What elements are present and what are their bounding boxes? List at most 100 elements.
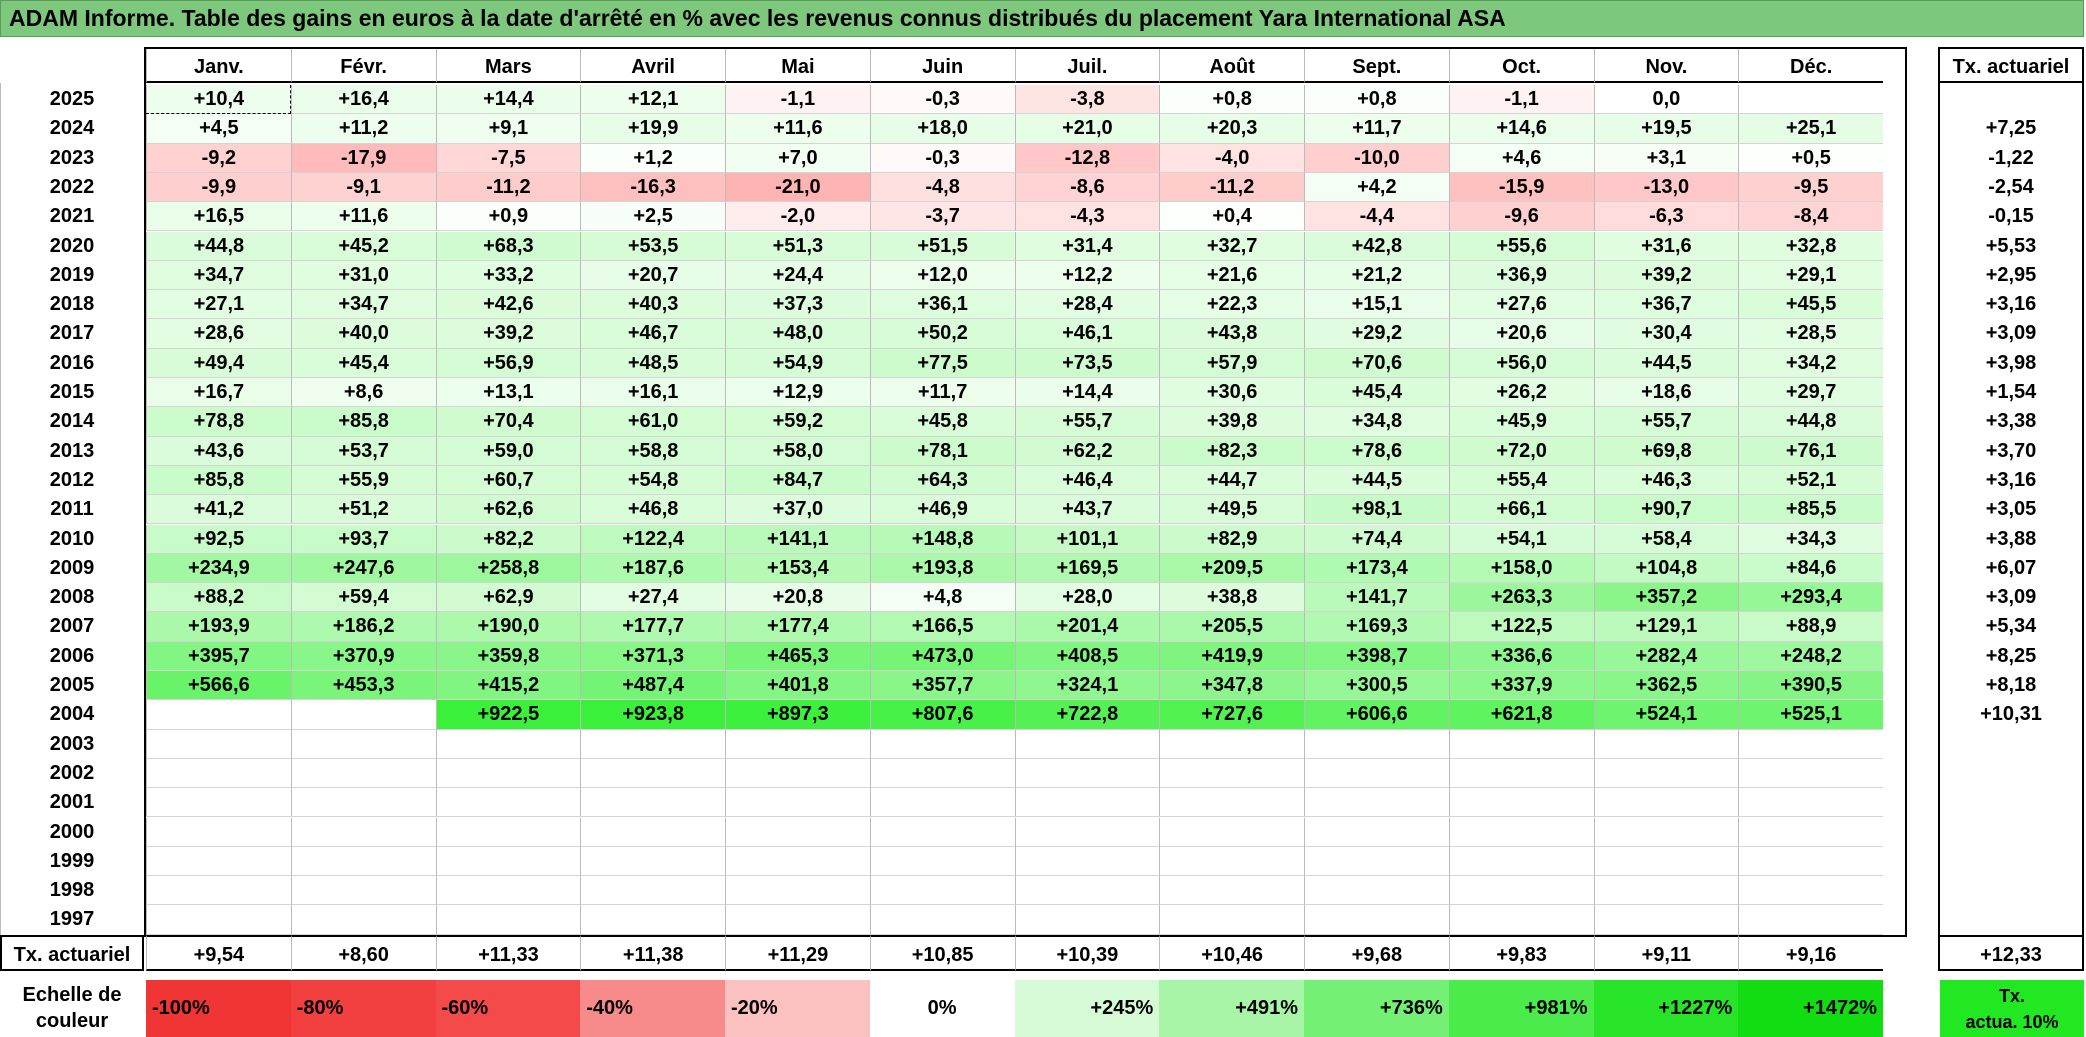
color-scale-swatch: +736%: [1304, 980, 1449, 1037]
year-label: 2021: [49, 205, 95, 228]
gain-cell: [725, 729, 870, 759]
gain-cell: +54,9: [725, 348, 870, 378]
gain-cell: [1159, 788, 1304, 818]
gain-cell: +566,6: [146, 671, 291, 701]
gain-cell: [580, 876, 725, 906]
gain-cell: [725, 905, 870, 935]
tx-cell: [1940, 847, 2082, 876]
gain-cell: +88,9: [1738, 612, 1883, 642]
gain-cell: +148,8: [869, 524, 1015, 554]
gain-cell: +62,2: [1014, 436, 1160, 466]
gain-cell: +34,7: [290, 290, 436, 320]
gain-cell: +24,4: [725, 260, 870, 291]
gain-cell: [580, 758, 725, 789]
gain-cell: +58,8: [580, 436, 725, 466]
gain-cell: +401,8: [725, 671, 870, 701]
gain-cell: +52,1: [1738, 465, 1883, 496]
year-label: 2005: [49, 674, 95, 696]
gain-cell: [435, 876, 581, 906]
gain-cell: [869, 729, 1015, 759]
year-label: 2020: [49, 234, 95, 257]
tx-cell: +5,53: [1985, 234, 2037, 257]
gain-cell: +8,6: [290, 378, 436, 408]
tx-cell: +3,16: [1985, 293, 2037, 316]
gain-cell: -1,1: [1448, 85, 1594, 115]
gain-cell: +101,1: [1014, 524, 1160, 554]
gain-cell: -9,5: [1738, 172, 1883, 203]
gain-cell: +85,8: [146, 465, 291, 496]
year-label: 2002: [49, 761, 95, 784]
footer-label: Tx. actuariel: [0, 935, 144, 971]
gain-cell: +84,7: [725, 465, 870, 496]
tx-cell: +6,07: [1985, 556, 2037, 579]
gain-cell: [1738, 905, 1883, 935]
gain-cell: [435, 817, 581, 847]
gain-cell: +31,6: [1593, 231, 1739, 261]
gain-cell: +50,2: [869, 319, 1015, 349]
gain-cell: [1593, 817, 1739, 847]
gain-cell: +82,2: [435, 524, 581, 554]
gain-cell: +248,2: [1738, 641, 1883, 671]
gain-cell: +807,6: [869, 700, 1015, 730]
gain-cell: [869, 876, 1015, 906]
month-header: Nov.: [1593, 47, 1739, 83]
gain-cell: [1593, 758, 1739, 789]
gain-cell: +59,2: [725, 407, 870, 437]
gain-cell: [869, 846, 1015, 877]
gain-cell: +16,5: [146, 202, 291, 232]
gain-cell: +129,1: [1593, 612, 1739, 642]
gain-cell: +122,5: [1448, 612, 1594, 642]
gain-cell: [146, 729, 291, 759]
gain-cell: [290, 729, 436, 759]
gain-cell: +29,1: [1738, 260, 1883, 291]
gain-cell: [1304, 729, 1449, 759]
gain-cell: +59,4: [290, 583, 436, 613]
gain-cell: +46,3: [1593, 465, 1739, 496]
gain-cell: [580, 729, 725, 759]
month-header: Oct.: [1448, 47, 1594, 83]
gain-cell: +7,0: [725, 143, 870, 173]
year-label: 2008: [49, 586, 95, 609]
gain-cell: [580, 905, 725, 935]
gain-cell: +34,8: [1304, 407, 1449, 437]
gain-cell: +359,8: [435, 641, 581, 671]
tx-cell: [1940, 788, 2082, 817]
gain-cell: +69,8: [1593, 436, 1739, 466]
gain-cell: +54,1: [1448, 524, 1594, 554]
gain-cell: +247,6: [290, 553, 436, 584]
current-cell-marker: [146, 85, 291, 115]
gain-cell: +395,7: [146, 641, 291, 671]
gain-cell: +34,3: [1738, 524, 1883, 554]
year-label: 2013: [49, 439, 95, 462]
footer-cell: +9,11: [1593, 935, 1739, 971]
gain-cell: +33,2: [435, 260, 581, 291]
year-label: 2015: [49, 381, 95, 403]
gain-cell: -10,0: [1304, 143, 1449, 173]
footer-cell: +9,68: [1304, 935, 1449, 971]
gain-cell: [1448, 758, 1594, 789]
gain-cell: +34,2: [1738, 348, 1883, 378]
gain-cell: -9,6: [1448, 202, 1594, 232]
gain-cell: +49,4: [146, 348, 291, 378]
tx-cell: +8,25: [1985, 644, 2037, 667]
gain-cell: [1738, 729, 1883, 759]
footer-cell: +11,38: [580, 935, 725, 971]
gain-cell: [1159, 905, 1304, 935]
gain-cell: +11,2: [290, 114, 436, 144]
gain-cell: +524,1: [1593, 700, 1739, 730]
gain-cell: +20,3: [1159, 114, 1304, 144]
gain-cell: +78,6: [1304, 436, 1449, 466]
gain-cell: +0,9: [435, 202, 581, 232]
gain-cell: +12,2: [1014, 260, 1160, 291]
color-scale-swatch: 0%: [869, 980, 1015, 1037]
gain-cell: +21,6: [1159, 260, 1304, 291]
gain-cell: +44,8: [1738, 407, 1883, 437]
gain-cell: +18,0: [869, 114, 1015, 144]
gain-cell: +177,4: [725, 612, 870, 642]
gain-cell: +40,3: [580, 290, 725, 320]
color-scale-swatch: +981%: [1448, 980, 1594, 1037]
year-label: 1999: [49, 849, 95, 872]
gain-cell: +42,8: [1304, 231, 1449, 261]
year-label: 2004: [49, 703, 95, 726]
gain-cell: +21,2: [1304, 260, 1449, 291]
